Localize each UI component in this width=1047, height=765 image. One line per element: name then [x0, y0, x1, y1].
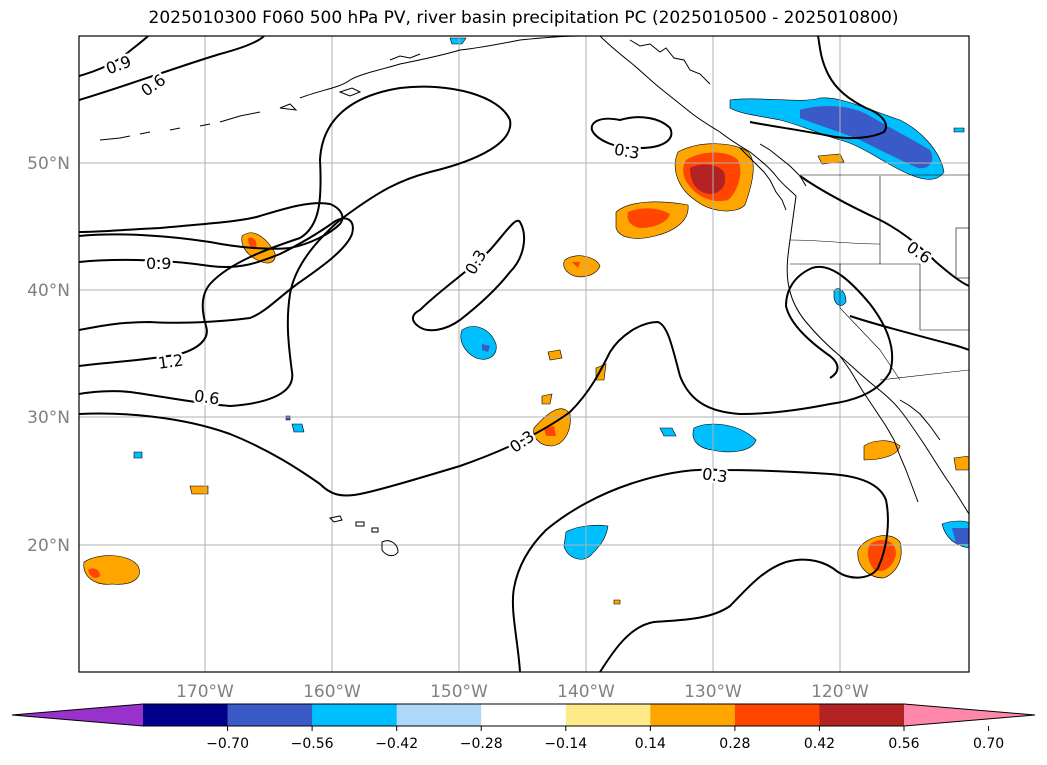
colorbar-tick-label: −0.28 — [460, 736, 503, 752]
colorbar-tick-label: −0.42 — [375, 736, 418, 752]
contour-label: 0.3 — [701, 464, 729, 486]
colorbar-tick-label: 0.42 — [804, 736, 835, 752]
lon-label: 120°W — [811, 682, 869, 702]
pv-contours — [79, 36, 969, 672]
colorbar-tick-label: 0.14 — [635, 736, 666, 752]
colorbar-tick-label: 0.70 — [973, 736, 1004, 752]
political-borders — [789, 174, 969, 381]
lon-label: 150°W — [430, 682, 488, 702]
colorbar-tick-label: −0.56 — [291, 736, 334, 752]
coastlines — [99, 36, 969, 557]
contour-label: 1.2 — [157, 351, 185, 373]
map-background — [79, 36, 969, 672]
colorbar-tick-label: −0.70 — [206, 736, 249, 752]
colorbar-segment — [650, 704, 736, 726]
colorbar-segment — [481, 704, 567, 726]
lon-label: 160°W — [303, 682, 361, 702]
colorbar-tick-label: 0.56 — [888, 736, 919, 752]
lon-label: 130°W — [684, 682, 742, 702]
lat-label: 30°N — [27, 408, 70, 428]
colorbar-segment — [227, 704, 313, 726]
colorbar-extend-max — [904, 704, 1035, 726]
colorbar-tick-label: 0.28 — [719, 736, 750, 752]
colorbar-tick-label: −0.14 — [544, 736, 587, 752]
map-title: 2025010300 F060 500 hPa PV, river basin … — [148, 8, 899, 28]
lon-label: 140°W — [557, 682, 615, 702]
colorbar-segment — [819, 704, 905, 726]
lat-label: 50°N — [27, 154, 70, 174]
contour-label: 0.9 — [146, 254, 171, 273]
latitude-labels: 50°N 40°N 30°N 20°N — [27, 154, 70, 556]
contour-label: 0.6 — [193, 386, 221, 408]
lat-label: 20°N — [27, 536, 70, 556]
colorbar-outline — [11, 703, 1036, 727]
colorbar-segment — [565, 704, 651, 726]
lon-label: 170°W — [176, 682, 234, 702]
map-frame — [78, 35, 970, 673]
colorbar: −0.70 −0.56 −0.42 −0.28 −0.14 0.14 0.28 0.42 0.5… — [11, 703, 1036, 752]
graticule — [79, 36, 969, 672]
colorbar-segment — [734, 704, 820, 726]
colorbar-extend-min — [12, 704, 143, 726]
colorbar-segment — [143, 704, 229, 726]
lat-label: 40°N — [27, 281, 70, 301]
colorbar-segment — [312, 704, 398, 726]
longitude-labels: 170°W 160°W 150°W 140°W 130°W 120°W — [176, 682, 869, 702]
colorbar-segment — [396, 704, 482, 726]
